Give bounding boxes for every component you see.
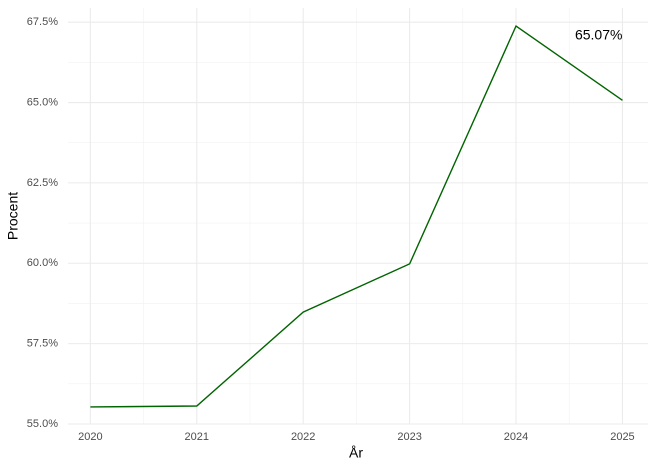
y-tick-label: 55.0% [27, 418, 58, 430]
y-tick-label: 57.5% [27, 338, 58, 350]
x-tick-label: 2025 [610, 431, 634, 443]
x-tick-label: 2020 [78, 431, 102, 443]
x-axis-title: År [349, 445, 363, 461]
y-tick-label: 60.0% [27, 257, 58, 269]
y-tick-label: 65.0% [27, 96, 58, 108]
y-tick-label: 67.5% [27, 16, 58, 28]
x-tick-label: 2023 [397, 431, 421, 443]
y-axis-title: Procent [5, 192, 21, 240]
annotation: 65.07% [575, 27, 622, 43]
x-tick-label: 2022 [291, 431, 315, 443]
y-tick-label: 62.5% [27, 177, 58, 189]
x-tick-label: 2021 [185, 431, 209, 443]
line [90, 24, 623, 408]
x-tick-label: 2024 [504, 431, 528, 443]
